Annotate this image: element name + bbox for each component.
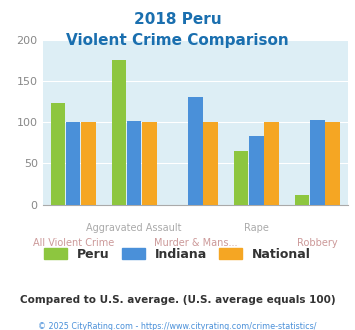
Bar	[66, 122, 80, 205]
Text: Robbery: Robbery	[297, 238, 338, 248]
Bar	[142, 122, 157, 205]
Bar	[51, 103, 65, 205]
Text: 2018 Peru: 2018 Peru	[134, 12, 221, 26]
Text: Rape: Rape	[244, 223, 269, 233]
Text: Murder & Mans...: Murder & Mans...	[153, 238, 237, 248]
Bar	[264, 122, 279, 205]
Bar	[295, 195, 309, 205]
Bar	[203, 122, 218, 205]
Bar	[81, 122, 95, 205]
Bar	[249, 136, 263, 205]
Bar	[112, 60, 126, 205]
Bar	[127, 121, 141, 205]
Text: Violent Crime Comparison: Violent Crime Comparison	[66, 33, 289, 48]
Legend: Peru, Indiana, National: Peru, Indiana, National	[39, 243, 316, 266]
Bar	[310, 120, 324, 205]
Bar	[234, 151, 248, 205]
Bar	[188, 97, 202, 205]
Text: Compared to U.S. average. (U.S. average equals 100): Compared to U.S. average. (U.S. average …	[20, 295, 335, 305]
Text: Aggravated Assault: Aggravated Assault	[86, 223, 182, 233]
Bar	[326, 122, 340, 205]
Text: All Violent Crime: All Violent Crime	[33, 238, 114, 248]
Text: © 2025 CityRating.com - https://www.cityrating.com/crime-statistics/: © 2025 CityRating.com - https://www.city…	[38, 322, 317, 330]
